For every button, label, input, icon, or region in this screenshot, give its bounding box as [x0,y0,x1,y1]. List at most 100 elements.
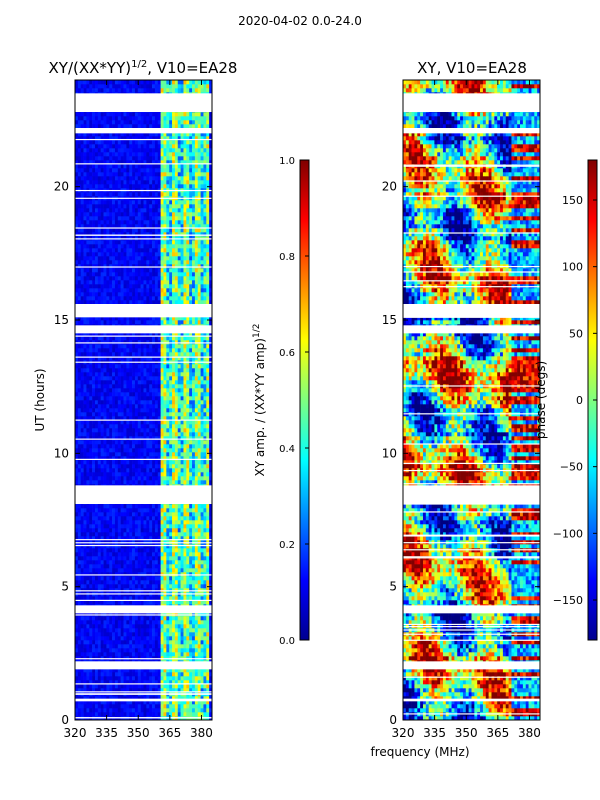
heatmap-cell [97,348,101,353]
heatmap-cell [129,528,133,533]
heatmap-cell [166,460,170,465]
heatmap-cell [86,424,90,429]
heatmap-cell [166,576,170,581]
heatmap-cell [86,704,90,709]
heatmap-cell [120,552,124,557]
heatmap-cell [160,704,164,709]
heatmap-cell [209,696,212,701]
heatmap-cell [163,396,167,401]
heatmap-cell [200,348,204,353]
heatmap-cell [129,532,133,537]
heatmap-cell [203,600,207,605]
heatmap-cell [137,444,141,449]
heatmap-cell [123,620,127,625]
heatmap-cell [86,432,90,437]
heatmap-cell [206,432,210,437]
heatmap-cell [97,536,101,541]
heatmap-cell [97,480,101,485]
heatmap-cell [209,476,212,481]
heatmap-cell [89,480,93,485]
heatmap-cell [137,576,141,581]
heatmap-cell [152,448,156,453]
heatmap-cell [97,416,101,421]
heatmap-cell [200,520,204,525]
heatmap-cell [177,412,181,417]
heatmap-cell [137,556,141,561]
heatmap-cell [80,524,84,529]
heatmap-cell [86,516,90,521]
heatmap-cell [114,504,119,509]
heatmap-cell [209,428,212,433]
heatmap-cell [89,532,93,537]
heatmap-cell [94,428,99,433]
heatmap-cell [77,680,81,685]
heatmap-cell [169,708,173,713]
heatmap-cell [140,460,144,465]
heatmap-cell [160,344,164,349]
heatmap-cell [89,380,93,385]
heatmap-cell [89,336,93,341]
heatmap-cell [114,468,119,473]
heatmap-cell [172,648,176,653]
heatmap-cell [83,696,87,701]
heatmap-cell [200,376,204,381]
heatmap-cell [172,444,176,449]
heatmap-cell [197,648,201,653]
heatmap-cell [143,556,147,561]
heatmap-cell [163,568,167,573]
heatmap-cell [89,516,93,521]
heatmap-cell [203,476,207,481]
heatmap-cell [94,460,99,465]
heatmap-cell [209,504,212,509]
heatmap-cell [149,624,153,629]
heatmap-cell [160,524,164,529]
heatmap-cell [129,556,133,561]
heatmap-cell [123,516,127,521]
heatmap-cell [149,504,153,509]
heatmap-cell [137,668,141,673]
heatmap-cell [160,508,164,513]
heatmap-cell [143,704,147,709]
heatmap-cell [120,640,124,645]
heatmap-cell [197,348,201,353]
heatmap-cell [189,584,193,589]
heatmap-cell [183,504,187,509]
heatmap-cell [209,568,212,573]
heatmap-cell [126,556,130,561]
heatmap-cell [80,420,84,425]
heatmap-cell [112,688,116,693]
heatmap-cell [126,652,130,657]
heatmap-cell [197,420,201,425]
heatmap-cell [117,512,121,517]
heatmap-cell [77,552,81,557]
heatmap-cell [123,652,127,657]
heatmap-cell [83,536,87,541]
heatmap-cell [183,528,187,533]
heatmap-cell [83,424,87,429]
heatmap-cell [174,540,179,545]
heatmap-cell [143,676,147,681]
heatmap-cell [169,464,173,469]
heatmap-cell [92,456,96,461]
heatmap-cell [75,368,79,373]
heatmap-cell [149,436,153,441]
heatmap-cell [152,348,156,353]
heatmap-cell [183,536,187,541]
heatmap-cell [186,620,190,625]
heatmap-cell [163,320,167,325]
heatmap-cell [192,516,196,521]
heatmap-cell [80,644,84,649]
heatmap-cell [186,696,190,701]
heatmap-cell [92,708,96,713]
heatmap-cell [146,616,150,621]
heatmap-cell [189,672,193,677]
heatmap-cell [134,380,139,385]
heatmap-cell [197,620,201,625]
heatmap-cell [200,524,204,529]
heatmap-cell [197,552,201,557]
heatmap-cell [194,696,199,701]
heatmap-cell [154,384,159,389]
heatmap-cell [103,448,107,453]
heatmap-cell [200,476,204,481]
heatmap-cell [106,640,110,645]
